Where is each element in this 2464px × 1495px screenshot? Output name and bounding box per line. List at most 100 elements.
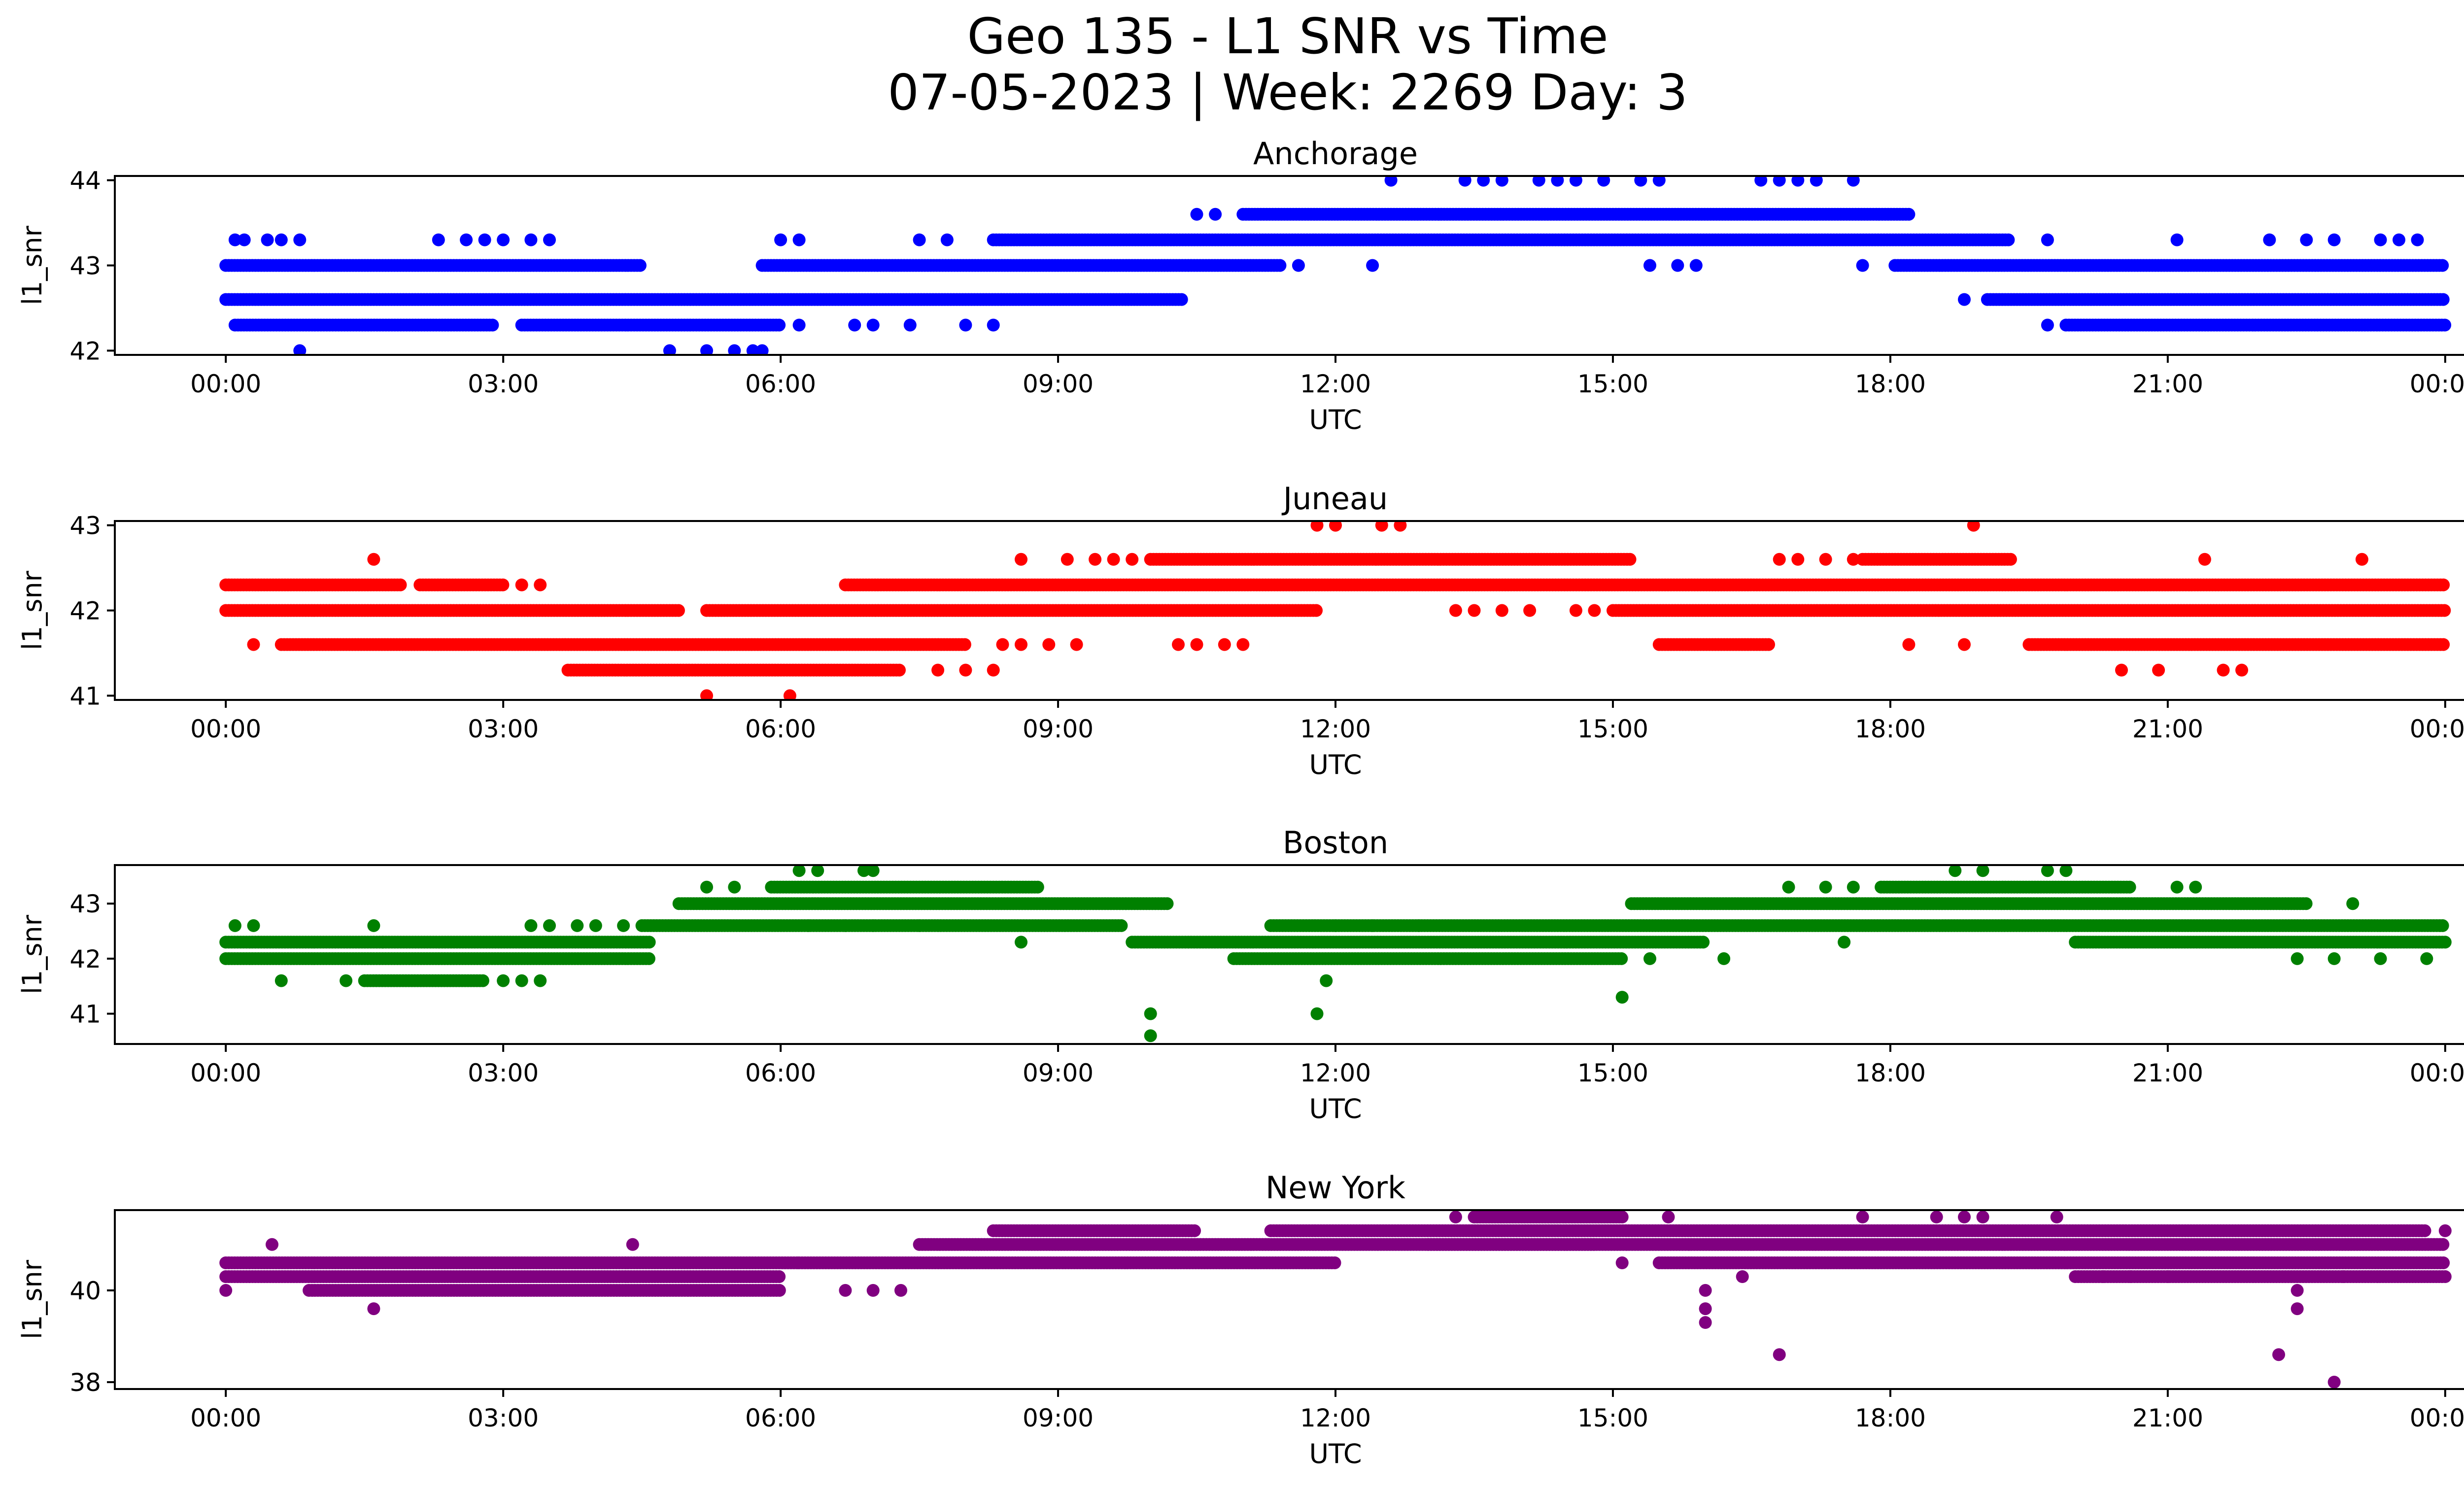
juneau-point-31 [1569, 604, 1582, 617]
anchorage-point-31 [1477, 176, 1490, 187]
anchorage-point-55 [2300, 233, 2313, 246]
boston-point-band2-r0-162 [1115, 919, 1128, 932]
anchorage-subplot-title: Anchorage [1253, 136, 1418, 172]
anchorage-point-12 [792, 233, 806, 246]
juneau-point-4 [1015, 553, 1027, 566]
boston-point-band1-r3-125 [2438, 936, 2452, 949]
anchorage-point-28 [1209, 208, 1222, 221]
juneau-point-14 [1190, 638, 1203, 651]
juneau-point-2 [534, 578, 547, 591]
anchorage-point-29 [1384, 176, 1398, 187]
anchorage-point-5 [432, 233, 445, 246]
juneau-point-41 [2217, 663, 2230, 677]
anchorage-point-39 [1754, 176, 1768, 187]
anchorage-point-21 [792, 318, 806, 332]
juneau-x-tick-label-0: 00:00 [190, 715, 261, 743]
juneau-point-44 [2355, 553, 2368, 566]
subplot-anchorage: 00:00 03:00 06:00 09:00 12:00 15:00 18:00 21:00… [17, 136, 2464, 435]
anchorage-point-17 [700, 344, 713, 355]
juneau-point-band0-r2-281 [2438, 604, 2451, 617]
juneau-point-42 [2235, 663, 2248, 677]
boston-data-points [219, 865, 2452, 1043]
anchorage-point-0 [228, 233, 241, 246]
juneau-point-23 [1329, 521, 1342, 532]
juneau-point-25 [1394, 521, 1407, 532]
anchorage-y-tick-label-0: 42 [69, 337, 101, 365]
anchorage-point-20 [755, 344, 769, 355]
juneau-point-8 [1126, 553, 1139, 566]
juneau-point-18 [959, 663, 972, 677]
juneau-point-band3-r0-112 [893, 663, 906, 677]
juneau-point-band2-r2-140 [2437, 638, 2450, 651]
anchorage-y-tick-label-2: 44 [69, 167, 101, 195]
juneau-point-21 [783, 689, 796, 700]
anchorage-x-tick-label-8: 00:00 [2410, 370, 2464, 398]
juneau-point-37 [1902, 638, 1916, 651]
anchorage-point-51 [2041, 318, 2054, 332]
juneau-point-13 [1172, 638, 1185, 651]
anchorage-x-tick-label-5: 15:00 [1577, 370, 1648, 398]
anchorage-point-45 [1366, 259, 1379, 272]
juneau-point-24 [1375, 521, 1388, 532]
anchorage-point-band2-r1-87 [773, 318, 786, 332]
juneau-point-33 [1773, 553, 1786, 566]
juneau-point-12 [1070, 638, 1083, 651]
juneau-point-5 [1061, 553, 1074, 566]
anchorage-point-band1-r0-140 [633, 259, 647, 272]
anchorage-point-36 [1597, 176, 1610, 187]
subplot-juneau: 00:00 03:00 06:00 09:00 12:00 15:00 18:00 21:00… [17, 481, 2464, 780]
anchorage-point-9 [524, 233, 538, 246]
juneau-point-7 [1107, 553, 1120, 566]
anchorage-point-38 [1652, 176, 1666, 187]
anchorage-x-tick-label-2: 06:00 [745, 370, 816, 398]
anchorage-point-47 [1671, 259, 1684, 272]
juneau-point-19 [987, 663, 1000, 677]
anchorage-y-axis-label: l1_snr [17, 225, 48, 305]
boston-point-band0-r0-143 [642, 952, 655, 965]
juneau-point-17 [931, 663, 945, 677]
juneau-point-band0-r1-206 [1310, 604, 1323, 617]
juneau-point-28 [1468, 604, 1481, 617]
anchorage-x-tick-label-6: 18:00 [1855, 370, 1926, 398]
boston-point-band1-r1-90 [643, 936, 656, 949]
anchorage-x-tick-label-3: 09:00 [1023, 370, 1094, 398]
juneau-point-band2-r0-231 [958, 638, 971, 651]
anchorage-point-25 [959, 318, 972, 332]
juneau-x-tick-label-3: 09:00 [1023, 715, 1094, 743]
boston-point-band1-r2-193 [1697, 936, 1710, 949]
anchorage-x-tick-label-4: 12:00 [1300, 370, 1371, 398]
anchorage-point-35 [1569, 176, 1582, 187]
juneau-x-tick-label-2: 06:00 [745, 715, 816, 743]
anchorage-point-57 [2374, 233, 2387, 246]
anchorage-y-tick-label-1: 43 [69, 252, 101, 280]
anchorage-point-11 [774, 233, 787, 246]
anchorage-point-26 [987, 318, 1000, 332]
anchorage-point-49 [1856, 259, 1869, 272]
anchorage-point-13 [913, 233, 926, 246]
anchorage-point-50 [1958, 293, 1971, 306]
juneau-point-36 [1847, 553, 1860, 566]
juneau-x-axis-label: UTC [1309, 749, 1362, 780]
anchorage-point-34 [1551, 176, 1564, 187]
anchorage-point-band0-r0-323 [1175, 293, 1188, 306]
anchorage-point-59 [2411, 233, 2424, 246]
juneau-point-11 [1042, 638, 1056, 651]
boston-point-band0-r1-131 [1615, 952, 1628, 965]
anchorage-x-axis-label: UTC [1309, 404, 1362, 435]
anchorage-point-band0-r1-154 [2436, 293, 2450, 306]
anchorage-point-58 [2393, 233, 2405, 246]
juneau-y-tick-label-0: 41 [69, 682, 101, 710]
anchorage-point-46 [1643, 259, 1656, 272]
anchorage-point-43 [1847, 176, 1860, 187]
juneau-point-band4-r0-162 [1623, 553, 1637, 566]
juneau-point-band2-r1-37 [1762, 638, 1775, 651]
anchorage-point-23 [866, 318, 880, 332]
juneau-y-tick-label-1: 42 [69, 597, 101, 626]
juneau-point-22 [1310, 521, 1324, 532]
juneau-point-20 [700, 689, 713, 700]
juneau-point-band1-r2-540 [2437, 578, 2450, 591]
anchorage-point-37 [1634, 176, 1647, 187]
juneau-point-band1-r0-59 [394, 578, 407, 591]
juneau-point-3 [247, 638, 260, 651]
